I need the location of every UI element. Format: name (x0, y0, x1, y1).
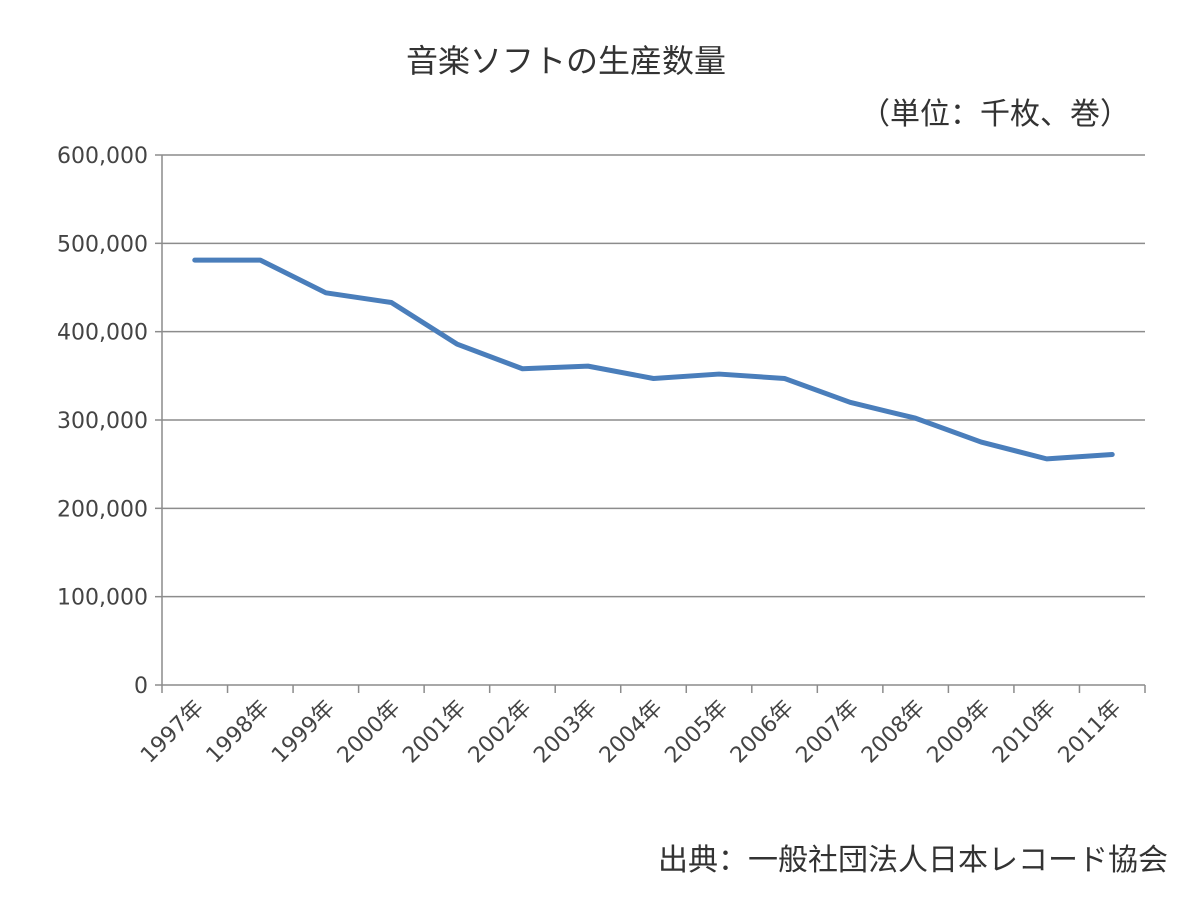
y-tick-label: 300,000 (57, 409, 148, 434)
x-tick-label: 2003年 (529, 696, 602, 769)
data-point (1045, 457, 1049, 461)
x-tick-label: 2010年 (988, 696, 1061, 769)
data-point (979, 440, 983, 444)
x-tick-label: 2002年 (464, 696, 537, 769)
x-tick-label: 2006年 (726, 696, 799, 769)
data-point (389, 301, 393, 305)
x-tick-label: 2001年 (398, 696, 471, 769)
x-tick-label: 2005年 (660, 696, 733, 769)
x-tick-label: 2009年 (923, 696, 996, 769)
data-point (324, 291, 328, 295)
y-tick-label: 400,000 (57, 321, 148, 346)
y-tick-label: 600,000 (57, 144, 148, 169)
x-tick-label: 2011年 (1054, 696, 1127, 769)
y-tick-label: 500,000 (57, 232, 148, 257)
data-point (586, 364, 590, 368)
y-axis-ticks: 0 100,000 200,000 300,000 400,000 500,000 600,… (57, 144, 162, 699)
data-point (193, 258, 197, 262)
x-tick-label: 2008年 (857, 696, 930, 769)
data-point (914, 416, 918, 420)
x-tick-label: 2000年 (333, 696, 406, 769)
data-point (783, 376, 787, 380)
unit-label: （単位：千枚、巻） (860, 97, 1130, 132)
data-point (520, 367, 524, 371)
series-group (192, 257, 1115, 462)
x-tick-label: 1997年 (136, 696, 209, 769)
y-tick-label: 100,000 (57, 586, 148, 611)
data-point (652, 376, 655, 380)
x-tick-label: 1999年 (267, 696, 340, 769)
x-tick-label: 2007年 (792, 696, 865, 769)
x-axis-ticks: 1997年1998年1999年2000年2001年2002年2003年2004年… (136, 685, 1146, 769)
source-note: 出典：一般社団法人日本レコード協会 (658, 843, 1168, 878)
x-tick-label: 2004年 (595, 696, 668, 769)
series-line (192, 257, 1115, 462)
data-point (848, 400, 852, 404)
y-tick-label: 0 (134, 674, 148, 699)
data-point (258, 258, 262, 262)
chart-title: 音楽ソフトの生産数量 (406, 42, 726, 80)
data-point (1110, 452, 1114, 456)
data-point (717, 372, 721, 376)
gridlines (162, 154, 1145, 598)
y-tick-label: 200,000 (57, 497, 148, 522)
x-tick-label: 1998年 (202, 696, 275, 769)
data-point (455, 342, 459, 346)
